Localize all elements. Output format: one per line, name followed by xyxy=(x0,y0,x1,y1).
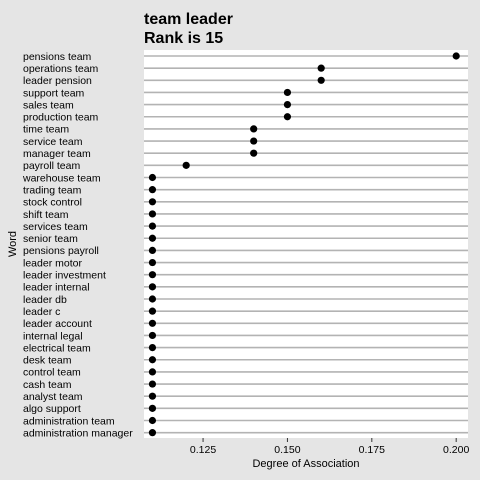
data-point xyxy=(148,356,157,364)
data-point xyxy=(148,198,157,206)
data-point xyxy=(148,295,157,303)
data-point xyxy=(283,88,292,97)
data-point xyxy=(182,161,190,169)
data-point xyxy=(148,404,157,412)
y-tick-label: leader pension xyxy=(23,75,92,87)
data-point xyxy=(148,173,157,182)
chart-subtitle: Rank is 15 xyxy=(144,30,223,47)
data-point xyxy=(283,101,292,109)
data-point xyxy=(250,125,258,133)
y-tick-label: control team xyxy=(23,367,81,379)
y-tick-label: warehouse team xyxy=(22,172,101,184)
data-point xyxy=(250,137,258,145)
y-tick-label: shift team xyxy=(23,209,69,221)
data-point xyxy=(148,392,157,400)
y-tick-label: support team xyxy=(23,87,85,99)
data-point xyxy=(148,283,157,291)
y-tick-label: administration team xyxy=(23,415,115,427)
y-tick-label: senior team xyxy=(23,233,78,245)
y-tick-label: manager team xyxy=(23,148,91,160)
x-ticks: 0.125 0.150 0.175 0.200 xyxy=(190,438,469,456)
y-tick-label: internal legal xyxy=(23,330,83,342)
y-tick-label: analyst team xyxy=(23,391,83,403)
y-tick-label: leader investment xyxy=(23,270,106,282)
y-tick-label: stock control xyxy=(23,197,82,209)
data-point xyxy=(148,368,157,376)
plot-panel xyxy=(144,50,468,438)
data-point xyxy=(148,344,157,352)
y-tick-label: payroll team xyxy=(23,160,80,172)
x-axis-label: Degree of Association xyxy=(252,458,359,470)
y-tick-label: time team xyxy=(23,124,69,136)
data-point xyxy=(148,380,157,388)
data-point xyxy=(148,271,157,279)
data-point xyxy=(283,113,292,121)
y-tick-label: pensions team xyxy=(23,51,92,63)
y-tick-label: service team xyxy=(23,136,83,148)
x-tick-label: 0.150 xyxy=(274,444,300,456)
y-tick-label: leader internal xyxy=(23,282,90,294)
y-tick-label: leader db xyxy=(23,294,67,306)
y-tick-label: pensions payroll xyxy=(23,245,99,257)
data-point xyxy=(148,210,157,218)
data-point xyxy=(148,331,157,340)
data-point xyxy=(148,234,157,242)
data-point xyxy=(148,307,157,315)
gridlines xyxy=(144,55,468,434)
y-tick-label: cash team xyxy=(23,379,72,391)
y-tick-label: desk team xyxy=(23,355,72,367)
y-tick-label: leader c xyxy=(23,306,60,318)
data-point xyxy=(148,246,157,254)
data-point xyxy=(317,64,325,72)
data-point xyxy=(317,76,325,84)
y-tick-label: leader motor xyxy=(23,257,82,269)
x-tick-label: 0.175 xyxy=(359,444,385,456)
y-tick-label: leader account xyxy=(23,318,92,330)
y-tick-label: production team xyxy=(23,112,99,124)
chart-title: team leader xyxy=(144,11,233,28)
data-point xyxy=(148,222,157,230)
y-tick-label: algo support xyxy=(23,403,81,415)
y-tick-label: services team xyxy=(23,221,88,233)
data-point xyxy=(250,149,258,157)
y-tick-label: administration manager xyxy=(23,427,133,439)
x-tick-label: 0.125 xyxy=(190,444,216,456)
y-tick-label: sales team xyxy=(23,99,74,111)
data-points xyxy=(148,52,460,437)
data-point xyxy=(148,429,157,437)
data-point xyxy=(148,416,157,425)
y-tick-label: trading team xyxy=(23,184,82,196)
x-tick-label: 0.200 xyxy=(443,444,469,456)
y-tick-label: electrical team xyxy=(23,342,91,354)
y-tick-label: operations team xyxy=(23,63,99,75)
y-axis-label: Word xyxy=(7,231,19,257)
data-point xyxy=(452,52,460,60)
data-point xyxy=(148,319,157,327)
data-point xyxy=(148,186,157,194)
data-point xyxy=(148,258,157,267)
